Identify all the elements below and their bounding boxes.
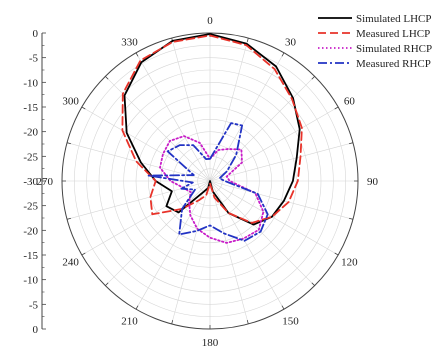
radial-tick-label: 0 <box>33 324 39 336</box>
angle-label: 90 <box>367 176 379 188</box>
ring-tick <box>135 305 139 310</box>
radial-tick-label: -20 <box>23 225 38 237</box>
grid-spoke <box>209 76 315 182</box>
radial-axis: 0 -5 -10 -15 -20 -25 -30 -25 -20 -15 -10 -5 0 <box>23 28 46 336</box>
legend: Simulated LHCP Measured LHCP Simulated RHC… <box>316 9 446 73</box>
ring-tick <box>66 217 72 220</box>
angle-label: 0 <box>207 15 213 27</box>
radial-tick-label: -20 <box>23 127 38 139</box>
radial-tick-label: -10 <box>23 77 38 89</box>
grid-spoke <box>66 142 211 182</box>
angle-label: 30 <box>285 37 297 49</box>
angle-label: 180 <box>202 337 219 346</box>
ring-tick <box>246 319 249 325</box>
grid-spoke <box>209 52 285 182</box>
radial-tick-label: -5 <box>29 299 39 311</box>
radial-tick-label: -10 <box>23 275 38 287</box>
grid-spoke <box>209 180 354 220</box>
grid-spoke <box>135 52 211 182</box>
angle-label: 270 <box>37 176 54 188</box>
legend-label: Simulated RHCP <box>356 43 432 55</box>
angle-label: 210 <box>121 315 138 327</box>
ring-tick <box>135 52 139 57</box>
ring-tick <box>66 142 72 145</box>
ring-tick <box>311 76 315 80</box>
ring-tick <box>348 142 354 145</box>
grid-spoke <box>171 180 211 325</box>
grid-spoke <box>209 106 339 182</box>
grid-spoke <box>209 37 249 182</box>
ring-tick <box>105 76 109 80</box>
grid-spoke <box>105 76 211 182</box>
ring-tick <box>311 282 315 286</box>
radial-tick-label: -15 <box>23 250 38 262</box>
grid-spoke <box>81 106 211 182</box>
radial-tick-label: 0 <box>33 28 39 40</box>
legend-label: Simulated LHCP <box>356 13 431 25</box>
ring-tick <box>348 217 354 220</box>
grid-spoke <box>66 180 211 220</box>
series-line <box>159 135 265 244</box>
radial-tick-label: -5 <box>29 53 39 65</box>
radial-tick-label: -30 <box>23 176 38 188</box>
ring-tick <box>334 106 339 110</box>
angle-label: 60 <box>344 96 356 108</box>
angle-label: 300 <box>62 96 79 108</box>
grid-spoke <box>81 180 211 256</box>
series-line <box>121 34 303 224</box>
grid-spoke <box>209 180 315 286</box>
grid-spoke <box>135 180 211 310</box>
series-layer <box>121 33 303 244</box>
series-line <box>147 122 269 242</box>
legend-label: Measured LHCP <box>356 28 430 40</box>
angle-label: 150 <box>282 315 299 327</box>
grid-spoke <box>209 180 285 310</box>
radial-tick-label: -15 <box>23 102 38 114</box>
ring-tick <box>246 37 249 43</box>
ring-tick <box>81 106 86 110</box>
grid-spoke <box>209 142 354 182</box>
series-line <box>123 33 301 226</box>
ring-tick <box>281 52 285 57</box>
radial-tick-label: -25 <box>23 201 38 213</box>
angle-label: 120 <box>341 257 358 269</box>
grid-spoke <box>209 180 339 256</box>
angle-label: 240 <box>62 257 79 269</box>
ring-tick <box>81 252 86 256</box>
legend-label: Measured RHCP <box>356 58 431 70</box>
ring-tick <box>281 305 285 310</box>
ring-tick <box>171 319 174 325</box>
angle-label: 330 <box>121 37 138 49</box>
radial-tick-label: -25 <box>23 151 38 163</box>
ring-tick <box>334 252 339 256</box>
ring-tick <box>105 282 109 286</box>
grid-spoke <box>105 180 211 286</box>
grid-spoke <box>209 180 249 325</box>
angle-labels: 0 30 60 90 120 150 180 210 240 270 300 330 <box>37 15 379 346</box>
